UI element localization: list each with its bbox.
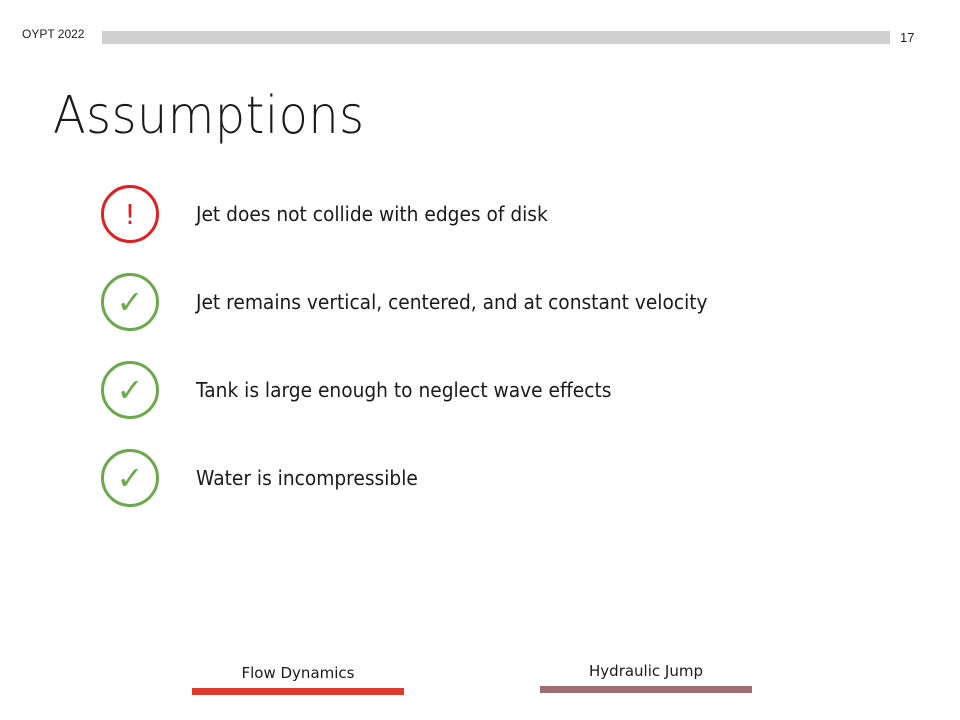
- nav-link-hydraulic-jump[interactable]: Hydraulic Jump: [589, 662, 703, 680]
- page-number: 17: [900, 30, 915, 45]
- nav-underline-flow-dynamics: [192, 688, 404, 695]
- assumption-text: Jet does not collide with edges of disk: [196, 202, 548, 226]
- svg-text:✓: ✓: [117, 371, 144, 409]
- svg-text:!: !: [124, 198, 135, 231]
- assumption-item: ✓ Water is incompressible: [100, 448, 800, 508]
- assumption-item: ! Jet does not collide with edges of dis…: [100, 184, 800, 244]
- page-title: Assumptions: [53, 86, 365, 146]
- nav-link-flow-dynamics[interactable]: Flow Dynamics: [241, 664, 355, 682]
- assumption-text: Jet remains vertical, centered, and at c…: [196, 290, 708, 314]
- nav-underline-hydraulic-jump: [540, 686, 752, 693]
- header-bar: [102, 31, 890, 44]
- svg-text:✓: ✓: [117, 283, 144, 321]
- assumption-text: Water is incompressible: [196, 466, 418, 490]
- checkmark-icon: ✓: [101, 361, 159, 419]
- header-label: OYPT 2022: [22, 27, 85, 41]
- assumption-item: ✓ Jet remains vertical, centered, and at…: [100, 272, 800, 332]
- svg-text:✓: ✓: [117, 459, 144, 497]
- assumption-item: ✓ Tank is large enough to neglect wave e…: [100, 360, 800, 420]
- exclamation-icon: !: [101, 185, 159, 243]
- checkmark-icon: ✓: [101, 449, 159, 507]
- checkmark-icon: ✓: [101, 273, 159, 331]
- assumption-text: Tank is large enough to neglect wave eff…: [196, 378, 612, 402]
